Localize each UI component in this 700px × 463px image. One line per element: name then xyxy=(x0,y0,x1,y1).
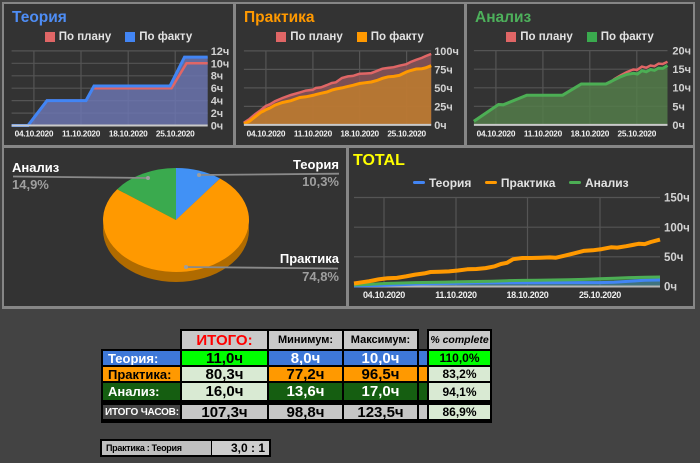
svg-text:4ч: 4ч xyxy=(211,96,224,108)
svg-text:25ч: 25ч xyxy=(434,101,453,113)
svg-text:50ч: 50ч xyxy=(664,252,683,264)
svg-text:100ч: 100ч xyxy=(664,222,690,234)
svg-text:100ч: 100ч xyxy=(434,46,459,58)
svg-text:25.10.2020: 25.10.2020 xyxy=(618,129,657,139)
svg-text:50ч: 50ч xyxy=(434,83,453,95)
svg-text:150ч: 150ч xyxy=(664,193,690,205)
svg-text:6ч: 6ч xyxy=(211,83,224,95)
svg-text:20ч: 20ч xyxy=(672,46,691,58)
svg-text:11.10.2020: 11.10.2020 xyxy=(435,290,477,300)
svg-text:18.10.2020: 18.10.2020 xyxy=(506,290,548,300)
svg-text:75ч: 75ч xyxy=(434,64,453,76)
svg-text:8ч: 8ч xyxy=(211,71,224,83)
svg-text:18.10.2020: 18.10.2020 xyxy=(109,129,148,139)
svg-text:0ч: 0ч xyxy=(434,120,447,132)
svg-text:04.10.2020: 04.10.2020 xyxy=(247,129,286,139)
svg-text:15ч: 15ч xyxy=(672,64,691,76)
svg-text:0ч: 0ч xyxy=(664,282,677,294)
svg-text:0ч: 0ч xyxy=(211,121,224,133)
svg-text:5ч: 5ч xyxy=(672,101,685,113)
svg-text:11.10.2020: 11.10.2020 xyxy=(62,129,101,139)
svg-text:11.10.2020: 11.10.2020 xyxy=(524,129,563,139)
svg-text:04.10.2020: 04.10.2020 xyxy=(477,129,516,139)
svg-text:25.10.2020: 25.10.2020 xyxy=(387,129,426,139)
svg-text:0ч: 0ч xyxy=(672,120,685,132)
svg-text:10ч: 10ч xyxy=(672,83,691,95)
svg-text:04.10.2020: 04.10.2020 xyxy=(15,129,54,139)
svg-text:10ч: 10ч xyxy=(211,58,230,70)
svg-text:18.10.2020: 18.10.2020 xyxy=(571,129,610,139)
svg-text:2ч: 2ч xyxy=(211,108,224,120)
svg-text:11.10.2020: 11.10.2020 xyxy=(294,129,333,139)
svg-text:04.10.2020: 04.10.2020 xyxy=(363,290,405,300)
svg-text:25.10.2020: 25.10.2020 xyxy=(579,290,621,300)
svg-text:25.10.2020: 25.10.2020 xyxy=(156,129,195,139)
svg-text:18.10.2020: 18.10.2020 xyxy=(340,129,379,139)
svg-text:12ч: 12ч xyxy=(211,46,230,58)
